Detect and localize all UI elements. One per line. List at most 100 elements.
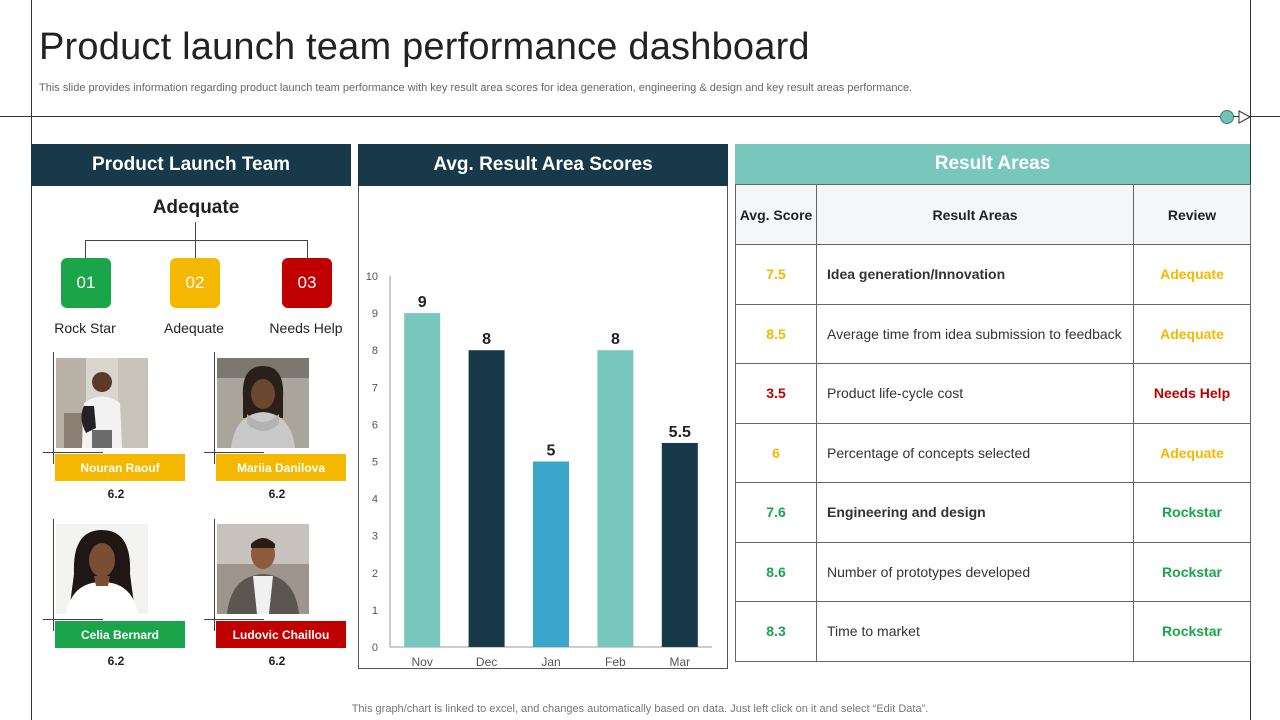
y-tick-label: 3 <box>372 531 378 543</box>
photo-frame-line <box>204 619 264 620</box>
bar-data-label: 5.5 <box>669 424 691 441</box>
tree-connector <box>307 240 308 258</box>
tree-connector <box>195 222 196 240</box>
table-row: 8.6 Number of prototypes developed Rocksta… <box>735 541 1251 602</box>
y-tick-label: 7 <box>372 382 378 394</box>
avg-score-cell: 7.5 <box>735 244 817 305</box>
photo-frame-line <box>214 519 215 631</box>
avg-score-cell: 7.6 <box>735 482 817 543</box>
photo-frame-line <box>53 519 54 631</box>
review-cell: Adequate <box>1133 422 1251 483</box>
member-name-nouran: Nouran Raouf <box>55 454 185 481</box>
result-areas-table: Avg. Score Result Areas Review 7.5 Idea g… <box>735 184 1251 662</box>
table-row: 7.5 Idea generation/Innovation Adequate <box>735 244 1251 305</box>
member-score-nouran: 6.2 <box>107 487 125 501</box>
avg-score-cell: 6 <box>735 422 817 483</box>
tree-connector <box>195 240 196 258</box>
review-cell: Needs Help <box>1133 363 1251 424</box>
member-name-celia: Celia Bernard <box>55 621 185 648</box>
member-score-mariia: 6.2 <box>268 487 286 501</box>
avg-score-cell: 8.5 <box>735 303 817 364</box>
review-cell: Rockstar <box>1133 601 1251 662</box>
photo-frame-line <box>53 352 54 464</box>
review-cell: Adequate <box>1133 303 1251 364</box>
footer-note: This graph/chart is linked to excel, and… <box>351 703 929 715</box>
review-cell: Rockstar <box>1133 482 1251 543</box>
photo-frame-line <box>43 452 103 453</box>
x-tick-label: Nov <box>412 655 433 669</box>
table-row: 7.6 Engineering and design Rockstar <box>735 482 1251 543</box>
y-tick-label: 0 <box>372 642 378 654</box>
result-area-cell: Product life-cycle cost <box>816 363 1134 424</box>
member-photo-nouran <box>56 358 148 448</box>
x-tick-label: Feb <box>605 655 626 669</box>
photo-frame-line <box>204 452 264 453</box>
member-photo-ludovic <box>217 524 309 614</box>
y-tick-label: 10 <box>366 271 378 283</box>
y-tick-label: 8 <box>372 345 378 357</box>
table-row: 3.5 Product life-cycle cost Needs Help <box>735 363 1251 424</box>
frame-line-right <box>1250 0 1251 720</box>
circle-node-icon <box>1220 110 1234 124</box>
member-score-ludovic: 6.2 <box>268 654 286 668</box>
member-score-celia: 6.2 <box>107 654 125 668</box>
bar-dec[interactable] <box>468 350 505 647</box>
table-header-row: Avg. Score Result Areas Review <box>735 184 1251 245</box>
review-cell: Rockstar <box>1133 541 1251 602</box>
member-photo-celia <box>56 524 148 614</box>
y-tick-label: 9 <box>372 308 378 320</box>
member-name-mariia: Mariia Danilova <box>216 454 346 481</box>
result-area-cell: Percentage of concepts selected <box>816 422 1134 483</box>
triangle-arrow-icon <box>1238 110 1252 124</box>
level-box-needs-help: 03 <box>282 258 332 308</box>
y-tick-label: 5 <box>372 457 378 469</box>
level-label-rockstar: Rock Star <box>54 320 116 336</box>
bar-jan[interactable] <box>533 461 569 648</box>
team-panel-heading: Product Launch Team <box>31 144 351 186</box>
bar-data-label: 8 <box>482 331 491 348</box>
table-row: 8.5 Average time from idea submission to … <box>735 303 1251 364</box>
photo-frame-line <box>214 352 215 464</box>
page-title: Product launch team performance dashboar… <box>39 26 810 68</box>
frame-line-left <box>31 0 32 720</box>
page-subtitle: This slide provides information regardin… <box>39 82 913 94</box>
review-cell: Adequate <box>1133 244 1251 305</box>
column-header-result-areas: Result Areas <box>816 184 1134 245</box>
table-row: 8.3 Time to market Rockstar <box>735 601 1251 662</box>
result-area-cell: Idea generation/Innovation <box>816 244 1134 305</box>
column-header-review: Review <box>1133 184 1251 245</box>
result-area-cell: Average time from idea submission to fee… <box>816 303 1134 364</box>
bar-data-label: 5 <box>547 443 556 460</box>
level-label-needs-help: Needs Help <box>269 320 343 336</box>
results-panel-heading: Result Areas <box>735 144 1250 184</box>
avg-score-cell: 8.6 <box>735 541 817 602</box>
avg-result-area-bar-chart[interactable]: 0 1 2 3 4 5 6 7 8 9 10 9 Nov 8 Dec 5 Jan 8 Feb 5.5 Mar <box>358 186 728 669</box>
level-box-rockstar: 01 <box>61 258 111 308</box>
bar-data-label: 8 <box>611 331 620 348</box>
column-header-avg-score: Avg. Score <box>735 184 817 245</box>
avg-score-cell: 8.3 <box>735 601 817 662</box>
bar-feb[interactable] <box>597 350 634 647</box>
level-label-adequate: Adequate <box>164 320 224 336</box>
y-tick-label: 1 <box>372 605 378 617</box>
overall-level-label: Adequate <box>152 197 240 218</box>
result-area-cell: Number of prototypes developed <box>816 541 1134 602</box>
avg-score-cell: 3.5 <box>735 363 817 424</box>
member-photo-mariia <box>217 358 309 448</box>
y-tick-label: 4 <box>372 494 378 506</box>
y-tick-label: 6 <box>372 419 378 431</box>
x-tick-label: Dec <box>476 655 497 669</box>
bar-data-label: 9 <box>418 294 427 311</box>
level-box-adequate: 02 <box>170 258 220 308</box>
table-row: 6 Percentage of concepts selected Adequate <box>735 422 1251 483</box>
result-area-cell: Engineering and design <box>816 482 1134 543</box>
bar-mar[interactable] <box>661 442 698 647</box>
photo-frame-line <box>43 619 103 620</box>
chart-panel-heading: Avg. Result Area Scores <box>358 144 728 186</box>
x-tick-label: Mar <box>669 655 690 669</box>
header-divider <box>0 116 1280 117</box>
member-name-ludovic: Ludovic Chaillou <box>216 621 346 648</box>
chart-panel-border <box>358 186 728 669</box>
y-tick-label: 2 <box>372 568 378 580</box>
bar-nov[interactable] <box>404 313 441 647</box>
